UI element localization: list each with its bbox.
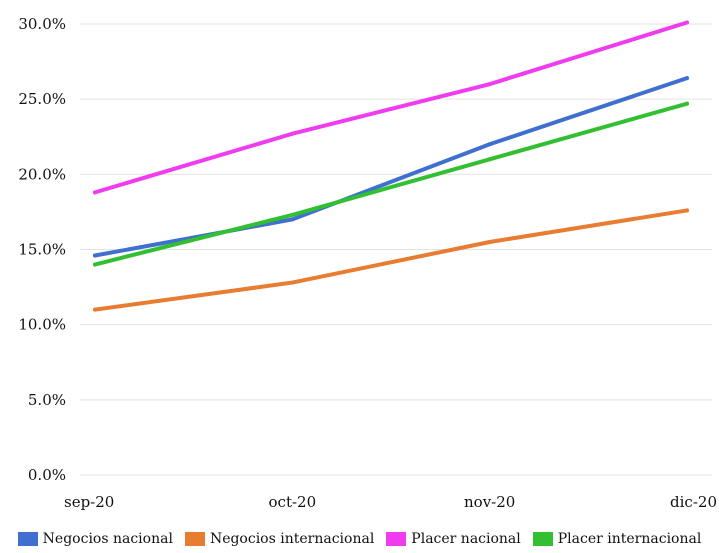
y-tick-label: 20.0% xyxy=(18,165,66,183)
x-axis-ticks: sep-20 oct-20 nov-20 dic-20 xyxy=(64,493,717,511)
legend-label: Negocios internacional xyxy=(209,531,375,547)
x-tick-label: oct-20 xyxy=(269,493,317,511)
legend-label: Placer internacional xyxy=(557,531,702,547)
data-point-placer-internacional xyxy=(93,262,97,267)
legend-item-negocios-nacional: Negocios nacional xyxy=(17,531,173,547)
legend-item-placer-nacional: Placer nacional xyxy=(386,531,521,547)
data-point-placer-nacional xyxy=(93,190,97,195)
data-point-negocios-nacional xyxy=(685,76,689,81)
y-tick-label: 5.0% xyxy=(28,391,66,409)
legend-swatch xyxy=(386,532,407,546)
y-tick-label: 25.0% xyxy=(18,90,66,108)
series-line-placer-nacional xyxy=(93,20,689,195)
data-point-negocios-internacional xyxy=(290,280,295,285)
data-point-negocios-internacional xyxy=(93,307,97,312)
legend-item-placer-internacional: Placer internacional xyxy=(532,531,702,547)
series-lines xyxy=(93,20,689,312)
y-tick-label: 0.0% xyxy=(28,466,66,484)
legend: Negocios nacional Negocios internacional P… xyxy=(0,529,719,549)
data-point-negocios-nacional xyxy=(487,142,492,147)
data-point-negocios-internacional xyxy=(487,239,492,244)
data-point-placer-nacional xyxy=(290,131,295,136)
legend-label: Negocios nacional xyxy=(42,531,173,547)
legend-swatch xyxy=(17,532,38,546)
x-tick-label: nov-20 xyxy=(464,493,515,511)
legend-label: Placer nacional xyxy=(411,531,521,547)
x-tick-label: dic-20 xyxy=(670,493,717,511)
y-tick-label: 15.0% xyxy=(18,241,66,259)
series-line-negocios-nacional xyxy=(93,76,689,258)
data-point-placer-internacional xyxy=(487,157,492,162)
y-tick-label: 30.0% xyxy=(18,15,66,33)
series-line-negocios-internacional xyxy=(93,208,689,312)
legend-item-negocios-internacional: Negocios internacional xyxy=(184,531,375,547)
y-axis-ticks: 0.0% 5.0% 10.0% 15.0% 20.0% 25.0% 30.0% xyxy=(18,15,66,484)
data-point-placer-internacional xyxy=(685,101,689,106)
series-line-placer-internacional xyxy=(93,101,689,267)
data-point-negocios-internacional xyxy=(685,208,689,213)
data-point-placer-internacional xyxy=(290,212,295,217)
x-tick-label: sep-20 xyxy=(64,493,114,511)
data-point-negocios-nacional xyxy=(93,253,97,258)
data-point-negocios-nacional xyxy=(290,217,295,222)
data-point-placer-nacional xyxy=(487,82,492,87)
gridlines xyxy=(80,23,712,476)
y-tick-label: 10.0% xyxy=(18,316,66,334)
data-point-placer-nacional xyxy=(685,20,689,25)
legend-swatch xyxy=(532,532,553,546)
legend-swatch xyxy=(184,532,205,546)
